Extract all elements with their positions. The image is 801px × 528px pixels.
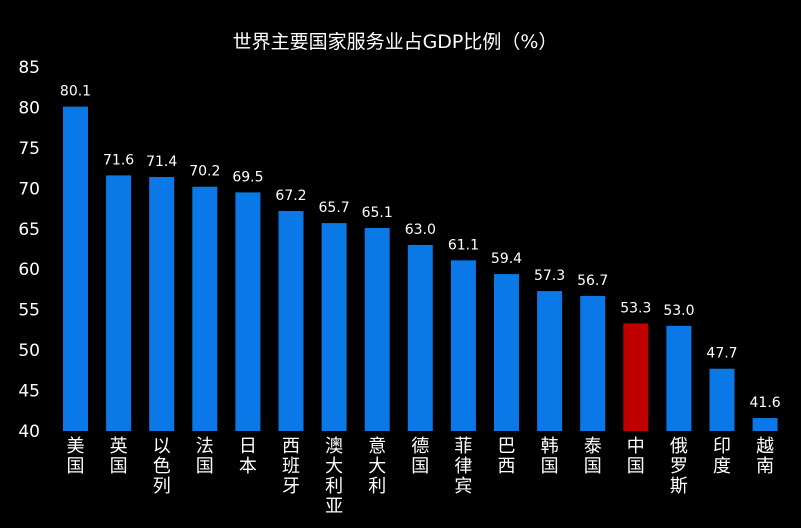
bar [192, 186, 218, 431]
x-tick-label: 中国 [627, 436, 645, 477]
bar [623, 323, 649, 431]
bar [494, 274, 519, 431]
bar [537, 291, 563, 431]
data-label: 67.2 [275, 188, 306, 204]
x-tick-label: 西班牙 [282, 436, 300, 497]
y-tick-label: 40 [18, 422, 40, 442]
data-label: 65.1 [362, 205, 393, 221]
x-tick-label: 德国 [411, 436, 429, 477]
bar [364, 227, 390, 431]
x-tick-label: 越南 [756, 436, 774, 477]
x-tick-label: 意大利 [368, 436, 386, 497]
bar [666, 325, 692, 431]
x-tick-label: 以色列 [153, 436, 171, 497]
data-label: 61.1 [448, 237, 479, 253]
x-tick-label: 印度 [713, 436, 731, 477]
data-label: 69.5 [232, 169, 263, 185]
data-label: 63.0 [405, 222, 436, 238]
data-label: 70.2 [189, 164, 220, 180]
x-tick-label: 法国 [196, 436, 214, 477]
y-tick-label: 65 [18, 220, 40, 240]
bar [149, 177, 175, 431]
data-label: 53.0 [663, 303, 694, 319]
y-tick-label: 60 [18, 260, 40, 280]
bar [63, 106, 88, 431]
bar [752, 418, 778, 431]
bar [580, 295, 606, 431]
bar [235, 192, 261, 431]
data-label: 53.3 [620, 300, 651, 316]
data-label: 80.1 [60, 84, 91, 100]
data-label: 56.7 [577, 273, 608, 289]
data-label: 41.6 [750, 395, 781, 411]
bar [321, 223, 347, 431]
x-tick-label: 英国 [110, 436, 128, 477]
data-label: 65.7 [319, 200, 350, 216]
bar [709, 368, 735, 431]
y-tick-label: 70 [18, 179, 40, 199]
data-labels: 80.1 71.6 71.4 70.2 69.5 67.2 65.7 65.1 63.0 61.1… [60, 84, 781, 411]
bar [450, 260, 476, 431]
x-tick-label: 巴西 [498, 436, 516, 477]
bar [278, 210, 304, 431]
y-tick-label: 50 [18, 341, 40, 361]
x-tick-label: 俄罗斯 [670, 436, 688, 497]
y-tick-label: 75 [18, 139, 40, 159]
y-tick-label: 80 [18, 98, 40, 118]
y-tick-label: 45 [18, 382, 40, 402]
y-tick-label: 85 [18, 58, 40, 78]
x-tick-label: 菲律宾 [454, 436, 472, 497]
x-tick-label: 澳大利亚 [325, 436, 343, 517]
x-tick-label: 韩国 [541, 436, 559, 477]
data-label: 57.3 [534, 268, 565, 284]
bar [407, 244, 433, 431]
data-label: 71.4 [146, 154, 177, 170]
data-label: 71.6 [103, 152, 134, 168]
bar [106, 175, 132, 431]
x-tick-label: 美国 [67, 436, 85, 477]
data-label: 59.4 [491, 251, 522, 267]
y-tick-label: 55 [18, 301, 40, 321]
x-tick-label: 泰国 [584, 436, 602, 477]
data-label: 47.7 [706, 346, 737, 362]
chart-title: 世界主要国家服务业占GDP比例（%） [233, 31, 558, 53]
x-tick-label: 日本 [239, 436, 257, 477]
bars [63, 106, 778, 431]
y-axis: 40 45 50 55 60 65 70 75 80 85 [18, 58, 40, 442]
